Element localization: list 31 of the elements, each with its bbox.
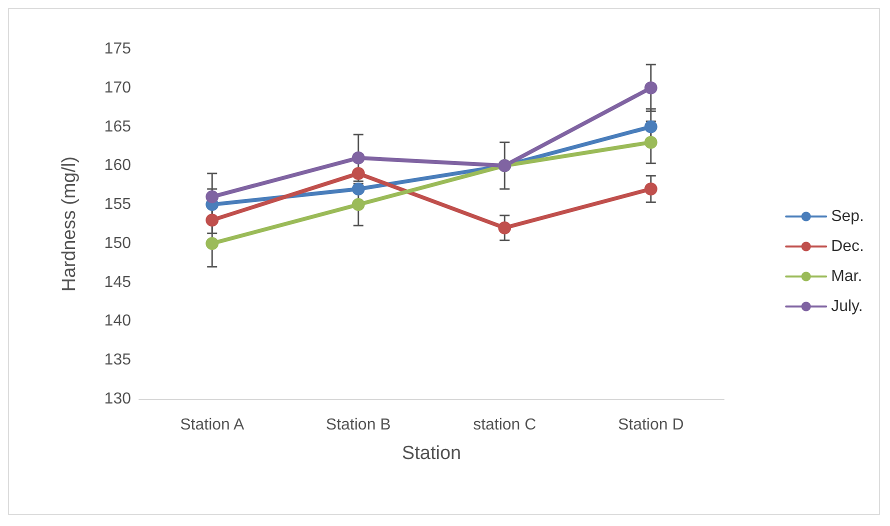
y-tick-label: 130 — [104, 390, 132, 408]
y-tick-label: 155 — [104, 196, 132, 214]
y-axis-title: Hardness (mg/l) — [59, 156, 80, 292]
y-tick-label: 135 — [104, 352, 132, 369]
x-axis-title: Station — [402, 443, 462, 464]
y-tick-label: 165 — [104, 118, 132, 136]
point — [644, 81, 658, 94]
point — [206, 190, 219, 204]
y-tick-label: 150 — [104, 234, 132, 252]
x-tick-label: Station D — [618, 416, 684, 434]
legend-label: July. — [831, 298, 863, 315]
y-tick-label: 145 — [104, 274, 132, 291]
point — [206, 214, 219, 227]
point — [352, 198, 365, 212]
y-tick-label: 160 — [104, 157, 132, 174]
x-tick-label: station C — [473, 416, 536, 434]
y-tick-label: 170 — [104, 79, 132, 96]
point — [644, 182, 658, 196]
y-tick-label: 140 — [104, 312, 132, 330]
x-tick-label: Station B — [326, 416, 391, 434]
legend-label: Dec. — [831, 238, 864, 255]
point — [498, 221, 512, 234]
point — [644, 120, 658, 134]
legend-label: Mar. — [831, 268, 862, 285]
legend-label: Sep. — [831, 208, 864, 225]
point — [352, 182, 365, 196]
x-tick-label: Station A — [180, 416, 244, 434]
point — [644, 136, 658, 149]
point — [206, 236, 219, 250]
point — [352, 151, 365, 164]
y-tick-label: 175 — [104, 40, 132, 58]
